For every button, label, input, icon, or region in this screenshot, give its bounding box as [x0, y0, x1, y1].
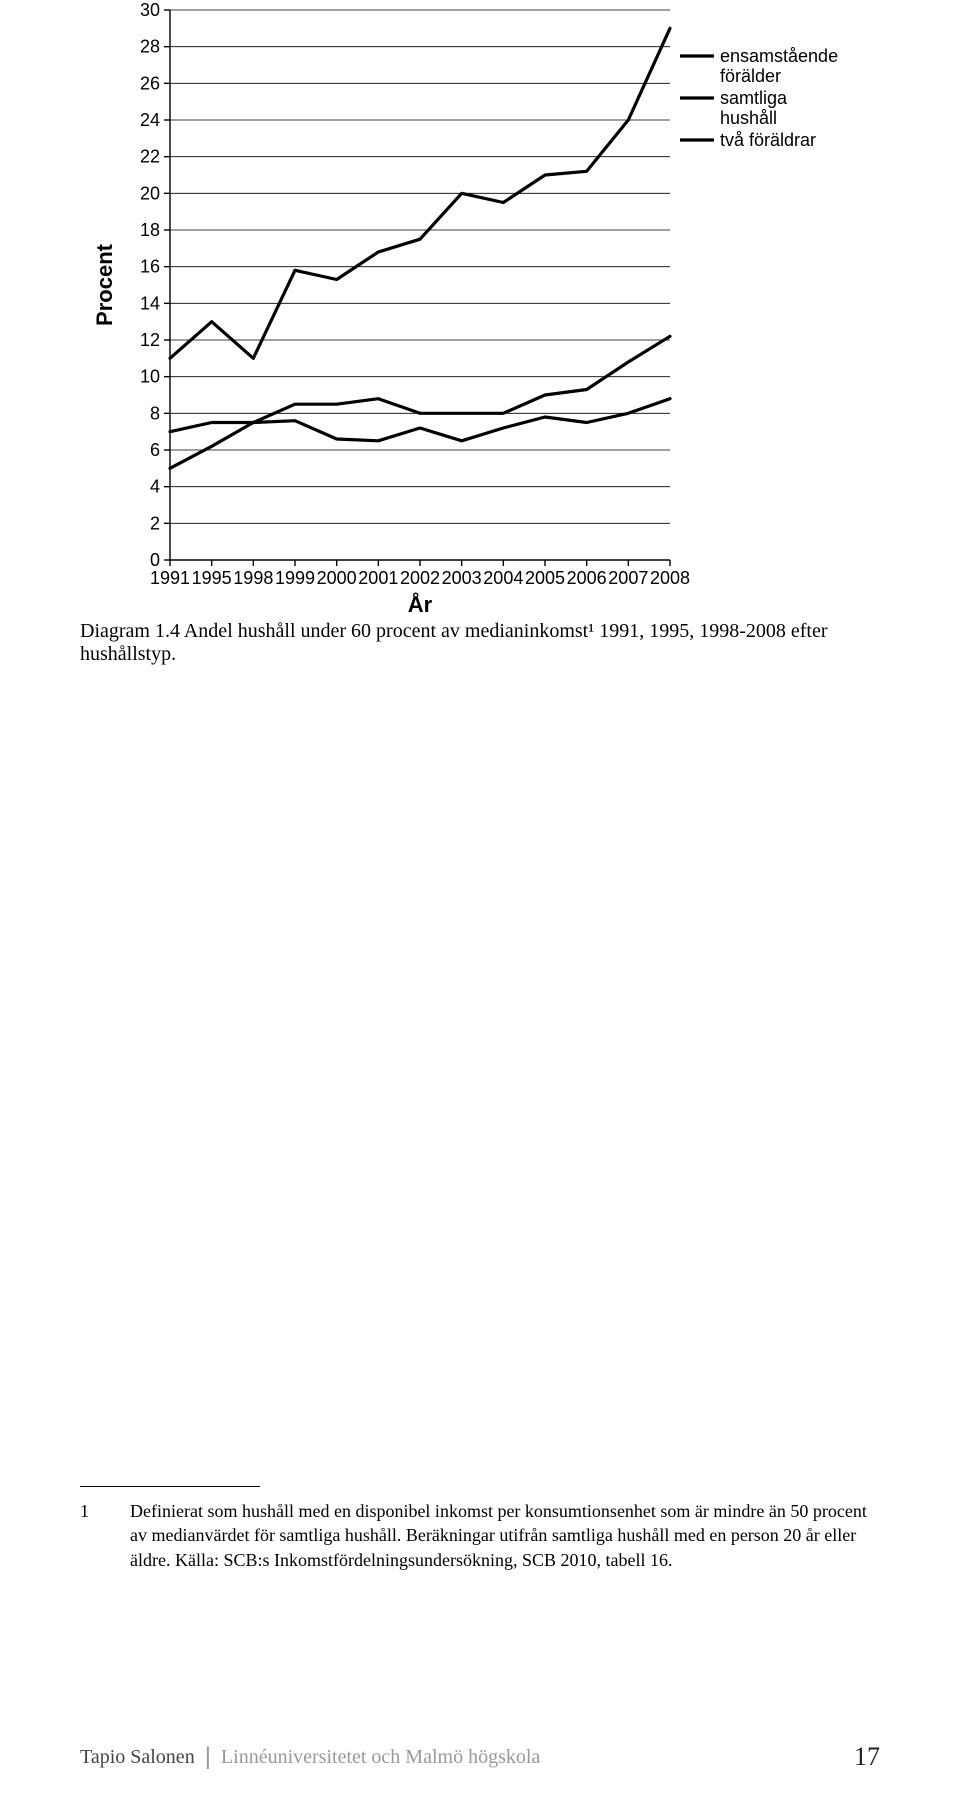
svg-text:4: 4 [150, 477, 160, 497]
svg-text:30: 30 [140, 0, 160, 20]
svg-text:24: 24 [140, 110, 160, 130]
svg-text:1995: 1995 [192, 568, 232, 588]
svg-text:28: 28 [140, 37, 160, 57]
svg-text:samtliga: samtliga [720, 88, 788, 108]
svg-text:2000: 2000 [317, 568, 357, 588]
svg-text:2006: 2006 [567, 568, 607, 588]
svg-text:8: 8 [150, 403, 160, 423]
chart-caption: Diagram 1.4 Andel hushåll under 60 proce… [80, 620, 880, 666]
line-chart: 0246810121416182022242628301991199519981… [80, 0, 880, 600]
svg-text:2008: 2008 [650, 568, 690, 588]
footnote: 1 Definierat som hushåll med en disponib… [80, 1499, 880, 1572]
svg-text:14: 14 [140, 293, 160, 313]
svg-text:2004: 2004 [483, 568, 523, 588]
svg-text:2001: 2001 [358, 568, 398, 588]
svg-text:26: 26 [140, 73, 160, 93]
svg-text:10: 10 [140, 367, 160, 387]
page: 0246810121416182022242628301991199519981… [0, 0, 960, 1812]
svg-text:16: 16 [140, 257, 160, 277]
svg-text:förälder: förälder [720, 66, 781, 86]
svg-text:2: 2 [150, 513, 160, 533]
svg-text:ensamstående: ensamstående [720, 46, 838, 66]
svg-text:22: 22 [140, 147, 160, 167]
footnote-rule [80, 1486, 260, 1487]
svg-text:2003: 2003 [442, 568, 482, 588]
svg-text:2002: 2002 [400, 568, 440, 588]
footnote-text: Definierat som hushåll med en disponibel… [130, 1499, 880, 1572]
chart-svg: 0246810121416182022242628301991199519981… [80, 0, 880, 620]
svg-text:hushåll: hushåll [720, 108, 777, 128]
svg-text:1991: 1991 [150, 568, 190, 588]
svg-text:År: År [408, 591, 433, 617]
svg-text:0: 0 [150, 550, 160, 570]
svg-text:20: 20 [140, 183, 160, 203]
svg-text:12: 12 [140, 330, 160, 350]
svg-text:Procent: Procent [92, 243, 117, 326]
svg-text:1999: 1999 [275, 568, 315, 588]
footer-affiliation: Linnéuniversitetet och Malmö högskola [221, 1746, 540, 1769]
footer-separator: | [205, 1743, 211, 1771]
svg-text:två föräldrar: två föräldrar [720, 130, 816, 150]
footnote-number: 1 [80, 1499, 130, 1572]
svg-text:1998: 1998 [233, 568, 273, 588]
footer-page-number: 17 [854, 1742, 880, 1772]
footer: Tapio Salonen | Linnéuniversitetet och M… [80, 1742, 880, 1772]
svg-text:6: 6 [150, 440, 160, 460]
svg-text:2007: 2007 [608, 568, 648, 588]
svg-text:2005: 2005 [525, 568, 565, 588]
svg-text:18: 18 [140, 220, 160, 240]
footer-author: Tapio Salonen [80, 1746, 195, 1769]
